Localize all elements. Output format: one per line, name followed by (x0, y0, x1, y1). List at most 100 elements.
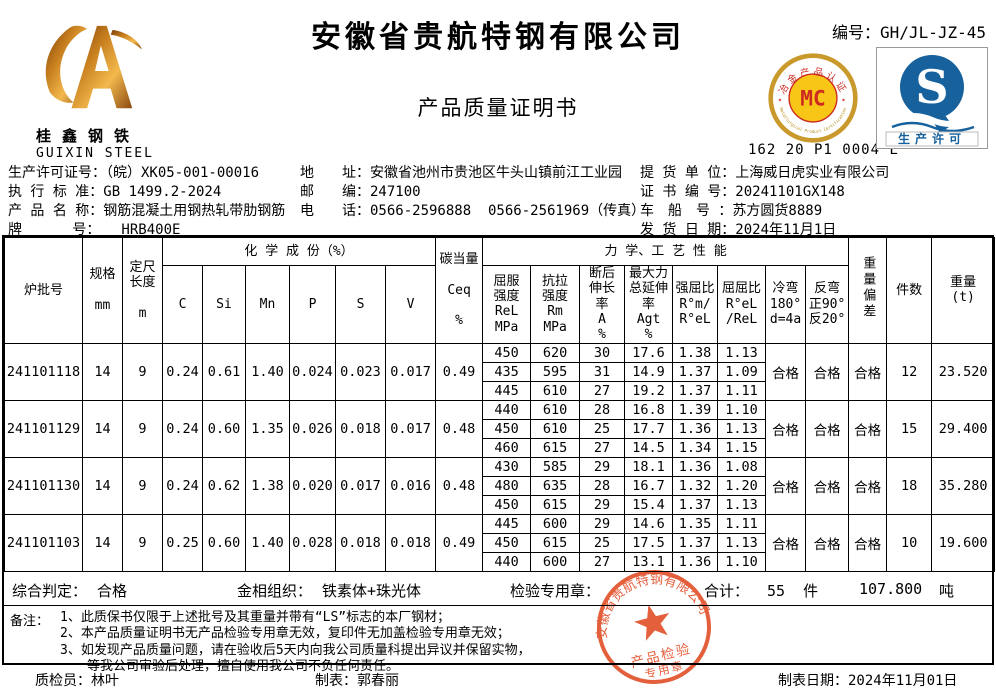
chem-c-cell: 0.24 (162, 399, 203, 458)
total-unit: 吨 (939, 581, 955, 600)
mech-value-cell-3: 17.5 (624, 532, 674, 553)
tabulator-text: 制表：郭春丽 (315, 673, 399, 689)
mech-value-cell-2: 27 (579, 551, 626, 572)
remark-line-3: 3、如发现产品质量问题，请在验收后5天内向我公司质量科提出异议并保留实物， (60, 642, 531, 658)
weight-dev-result-cell: 合格 (848, 513, 888, 572)
mech-value-cell-4: 1.37 (672, 380, 719, 401)
license-no-line: 生产许可证号：（皖）XK05-001-00016 (8, 165, 260, 181)
mech-value-cell-5: 1.10 (717, 551, 767, 572)
mech-value-cell-3: 14.9 (624, 361, 674, 382)
chem-mn-cell: 1.38 (245, 456, 290, 515)
mech-value-cell-2: 29 (579, 456, 626, 477)
mech-value-cell-2: 27 (579, 380, 626, 401)
mech-value-cell-2: 28 (579, 475, 626, 496)
mc-serial-number: 162 20 P1 0004 L (748, 142, 899, 158)
weight-dev-result-cell: 合格 (848, 456, 888, 515)
mech-value-cell-1: 610 (530, 418, 581, 439)
chem-mn-cell: 1.35 (245, 399, 290, 458)
mech-value-cell-4: 1.37 (672, 494, 719, 515)
mech-value-cell-2: 30 (579, 342, 626, 363)
mech-value-cell-1: 610 (530, 380, 581, 401)
ship-date-line: 发 货 日 期：2024年11月1日 (640, 222, 837, 238)
qs-production-license-icon: S 生产许可 (876, 47, 988, 149)
chem-mn-cell: 1.40 (245, 342, 290, 401)
pieces-cell: 15 (886, 399, 933, 458)
chem-s-cell: 0.023 (335, 342, 386, 401)
col-header-v: V (384, 265, 437, 344)
batch-row: 241101129 14 9 0.24 0.60 1.35 0.026 0.018 0.017 0… (4, 399, 996, 458)
product-name-line: 产 品 名 称：钢筋混凝土用钢热轧带肋钢筋 (8, 203, 286, 219)
cold-bend-result-cell: 合格 (765, 342, 807, 401)
pieces-cell: 18 (886, 456, 933, 515)
mech-value-cell-1: 600 (530, 513, 581, 534)
re-bend-result-cell: 合格 (805, 456, 850, 515)
chem-c-cell: 0.24 (162, 456, 203, 515)
mech-value-cell-0: 430 (482, 456, 532, 477)
summary-row: 综合判定： 合格 金相组织： 铁素体+珠光体 检验专用章： 合计： 55 件 1… (4, 572, 992, 606)
mech-value-cell-0: 440 (482, 551, 532, 572)
weight-cell: 35.280 (931, 456, 996, 515)
stamp-star-icon (634, 604, 670, 641)
mech-value-cell-3: 19.2 (624, 380, 674, 401)
batch-no-cell: 241101129 (4, 399, 83, 458)
mech-value-cell-5: 1.10 (717, 399, 767, 420)
total-pieces: 55 件 (767, 581, 819, 600)
spec-cell: 14 (82, 456, 123, 515)
mech-value-cell-4: 1.36 (672, 418, 719, 439)
mech-value-cell-4: 1.36 (672, 456, 719, 477)
address-line: 地 址：安徽省池州市贵池区牛头山镇前江工业园 (300, 165, 622, 181)
ceq-cell: 0.48 (435, 399, 484, 458)
length-cell: 9 (122, 456, 163, 515)
cert-no-line: 证 书 编 号：20241101GX148 (640, 184, 845, 200)
table-body: 241101118 14 9 0.24 0.61 1.40 0.024 0.023 0.017 0… (4, 342, 996, 572)
mech-value-cell-2: 28 (579, 399, 626, 420)
mech-value-cell-4: 1.37 (672, 532, 719, 553)
mech-value-cell-5: 1.11 (717, 513, 767, 534)
mech-value-cell-1: 600 (530, 551, 581, 572)
mech-value-cell-5: 1.13 (717, 418, 767, 439)
chem-si-cell: 0.62 (202, 456, 246, 515)
mech-value-cell-0: 440 (482, 399, 532, 420)
cold-bend-result-cell: 合格 (765, 399, 807, 458)
postcode-line: 邮 编：247100 (300, 184, 421, 200)
mech-value-cell-3: 16.7 (624, 475, 674, 496)
chem-si-cell: 0.60 (202, 513, 246, 572)
guixin-logo-block: 桂鑫钢铁 GUIXIN STEEL (36, 22, 176, 161)
remark-line-4: 等我公司审验后处理，擅自使用我公司不负任何责任。 (87, 659, 400, 675)
quality-data-table: 炉批号 规格 mm 定尺 长度 m 化 学 成 份（%） 碳当量 Ceq % 力… (4, 237, 996, 572)
mech-value-cell-4: 1.35 (672, 513, 719, 534)
batch-no-cell: 241101103 (4, 513, 83, 572)
batch-row: 241101130 14 9 0.24 0.62 1.38 0.020 0.017 0.016 0… (4, 456, 996, 515)
judge-label: 综合判定： (12, 581, 88, 600)
mc-star-left: ★ (778, 96, 782, 104)
mech-value-cell-3: 17.6 (624, 342, 674, 363)
chem-mn-cell: 1.40 (245, 513, 290, 572)
col-header-ceq: 碳当量 Ceq % (435, 237, 484, 344)
col-header-mn: Mn (245, 265, 290, 344)
mech-value-cell-3: 14.6 (624, 513, 674, 534)
mech-value-cell-0: 450 (482, 342, 532, 363)
col-group-mechanics: 力 学、工 艺 性 能 (482, 237, 850, 266)
spec-cell: 14 (82, 399, 123, 458)
length-cell: 9 (122, 513, 163, 572)
remarks-lines: 1、此质保书仅限于上述批号及其重量并带有“LS”标志的本厂钢材； 2、本产品质量… (60, 610, 531, 676)
grade-line: 牌 号： HRB400E (8, 222, 181, 238)
mech-value-cell-1: 610 (530, 399, 581, 420)
structure-value: 铁素体+珠光体 (322, 581, 422, 600)
chem-v-cell: 0.018 (384, 513, 437, 572)
mech-value-cell-1: 620 (530, 342, 581, 363)
mech-value-cell-5: 1.20 (717, 475, 767, 496)
col-header-size: 规格 mm (82, 237, 123, 344)
mech-value-cell-0: 445 (482, 380, 532, 401)
vehicle-line: 车 船 号 ：苏方圆货8889 (640, 203, 823, 219)
chem-s-cell: 0.017 (335, 456, 386, 515)
chem-v-cell: 0.017 (384, 342, 437, 401)
mech-value-cell-1: 615 (530, 437, 581, 458)
stamp-label: 检验专用章： (510, 581, 601, 600)
col-header-c: C (162, 265, 203, 344)
company-title: 安徽省贵航特钢有限公司 (311, 20, 685, 55)
mech-value-cell-2: 29 (579, 494, 626, 515)
chem-c-cell: 0.25 (162, 513, 203, 572)
mech-value-cell-2: 29 (579, 513, 626, 534)
